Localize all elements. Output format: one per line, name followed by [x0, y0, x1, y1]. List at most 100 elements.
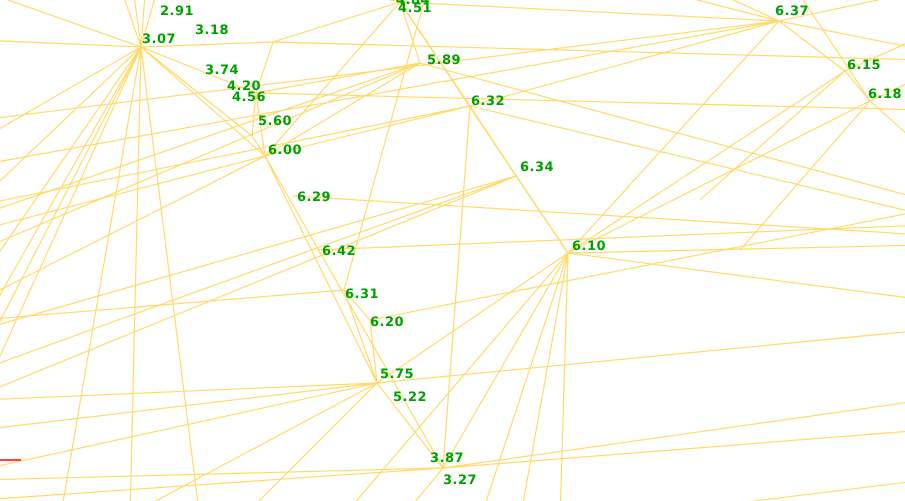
- graph-edge: [124, 0, 142, 48]
- graph-edge: [442, 105, 471, 469]
- graph-edge: [251, 135, 266, 157]
- graph-edge: [140, 46, 199, 501]
- graph-edge: [140, 46, 253, 137]
- graph-edge: [264, 155, 444, 469]
- graph-edge: [140, 0, 155, 48]
- graph-edge: [376, 252, 569, 384]
- graph-edge: [0, 175, 517, 364]
- node-value-label: 6.34: [520, 160, 555, 175]
- graph-edge: [469, 105, 517, 177]
- graph-edge: [0, 382, 378, 400]
- node-value-label: 5.89: [427, 53, 462, 68]
- graph-edge: [0, 46, 142, 358]
- graph-edge: [567, 244, 905, 254]
- graph-edge: [0, 46, 142, 253]
- graph-edge: [442, 252, 569, 469]
- graph-edge: [255, 92, 266, 157]
- node-value-label: 5.22: [393, 390, 428, 405]
- graph-edge: [0, 62, 421, 243]
- graph-edge: [844, 43, 905, 72]
- graph-edge: [0, 467, 444, 500]
- graph-edge: [343, 0, 426, 291]
- node-value-label: 3.74: [205, 63, 240, 78]
- graph-edge: [778, 20, 905, 47]
- graph-edge: [567, 252, 905, 298]
- graph-edge: [272, 41, 905, 61]
- graph-edge: [129, 46, 142, 501]
- node-value-label: 3.27: [443, 473, 478, 488]
- graph-edge: [264, 1, 401, 157]
- graph-edge: [0, 62, 421, 209]
- graph-edge: [869, 100, 905, 133]
- graph-edge: [369, 213, 905, 321]
- node-value-label: 6.18: [868, 87, 903, 102]
- graph-edge: [695, 0, 780, 22]
- graph-edge: [522, 252, 569, 501]
- node-value-label: 5.60: [258, 114, 293, 129]
- graph-edge: [251, 92, 257, 137]
- graph-edge: [0, 175, 517, 388]
- graph-edge: [485, 252, 569, 501]
- graph-edge: [369, 319, 378, 384]
- graph-edge: [559, 252, 569, 501]
- graph-edge: [258, 382, 378, 501]
- graph-edge: [414, 467, 444, 501]
- graph-edge: [255, 92, 905, 111]
- graph-edge: [0, 155, 266, 291]
- graph-edge: [0, 105, 471, 202]
- graph-edge: [844, 70, 871, 102]
- graph-edge: [778, 0, 881, 22]
- node-value-label: 3.87: [430, 451, 465, 466]
- graph-edge: [567, 70, 846, 254]
- node-value-label: 6.00: [268, 143, 303, 158]
- graph-edge: [0, 46, 142, 182]
- graph-edge: [419, 62, 905, 196]
- graph-edge: [255, 62, 421, 94]
- graph-edge: [343, 289, 371, 321]
- graph-edge: [140, 46, 257, 94]
- graph-edge: [567, 20, 780, 254]
- node-value-label: 4.51: [398, 1, 433, 16]
- graph-edge: [264, 155, 378, 384]
- node-value-label: 6.10: [572, 239, 607, 254]
- graph-edge: [699, 70, 846, 201]
- node-value-label: 6.42: [322, 244, 357, 259]
- graph-edge: [399, 1, 780, 22]
- graph-edge: [749, 481, 905, 501]
- graph-edge: [355, 252, 569, 501]
- graph-edge: [0, 155, 266, 226]
- node-value-label: 6.15: [847, 58, 882, 73]
- graph-edge: [388, 0, 401, 3]
- graph-edge: [0, 40, 142, 48]
- node-value-label: 6.31: [345, 287, 380, 302]
- graph-edge: [732, 0, 780, 22]
- graph-edge: [154, 382, 378, 501]
- graph-edge: [0, 382, 378, 429]
- graph-edge: [264, 62, 421, 157]
- graph-edge: [399, 1, 421, 64]
- node-value-label: 3.07: [142, 32, 177, 47]
- graph-edge: [6, 0, 142, 48]
- node-value-label: 5.75: [380, 367, 415, 382]
- graph-edge: [376, 331, 905, 384]
- graph-edge: [292, 195, 905, 235]
- graph-edge: [469, 20, 780, 107]
- graph-edge: [140, 41, 274, 48]
- graph-edge: [469, 105, 905, 211]
- graph-edge: [0, 20, 780, 162]
- graph-edge: [442, 430, 905, 469]
- node-value-label: 2.91: [160, 4, 195, 19]
- graph-edge: [0, 467, 444, 481]
- graph-edge: [0, 46, 142, 130]
- graph-edge: [0, 46, 142, 297]
- graph-edge: [343, 289, 378, 384]
- node-value-label: 6.29: [297, 190, 332, 205]
- graph-edge: [272, 1, 401, 43]
- graph-edge: [0, 20, 780, 119]
- node-value-label: 3.18: [195, 23, 230, 38]
- node-value-label: 6.37: [775, 4, 810, 19]
- graph-edge: [62, 46, 142, 501]
- graph-edge: [255, 41, 274, 94]
- graph-edge: [134, 0, 142, 48]
